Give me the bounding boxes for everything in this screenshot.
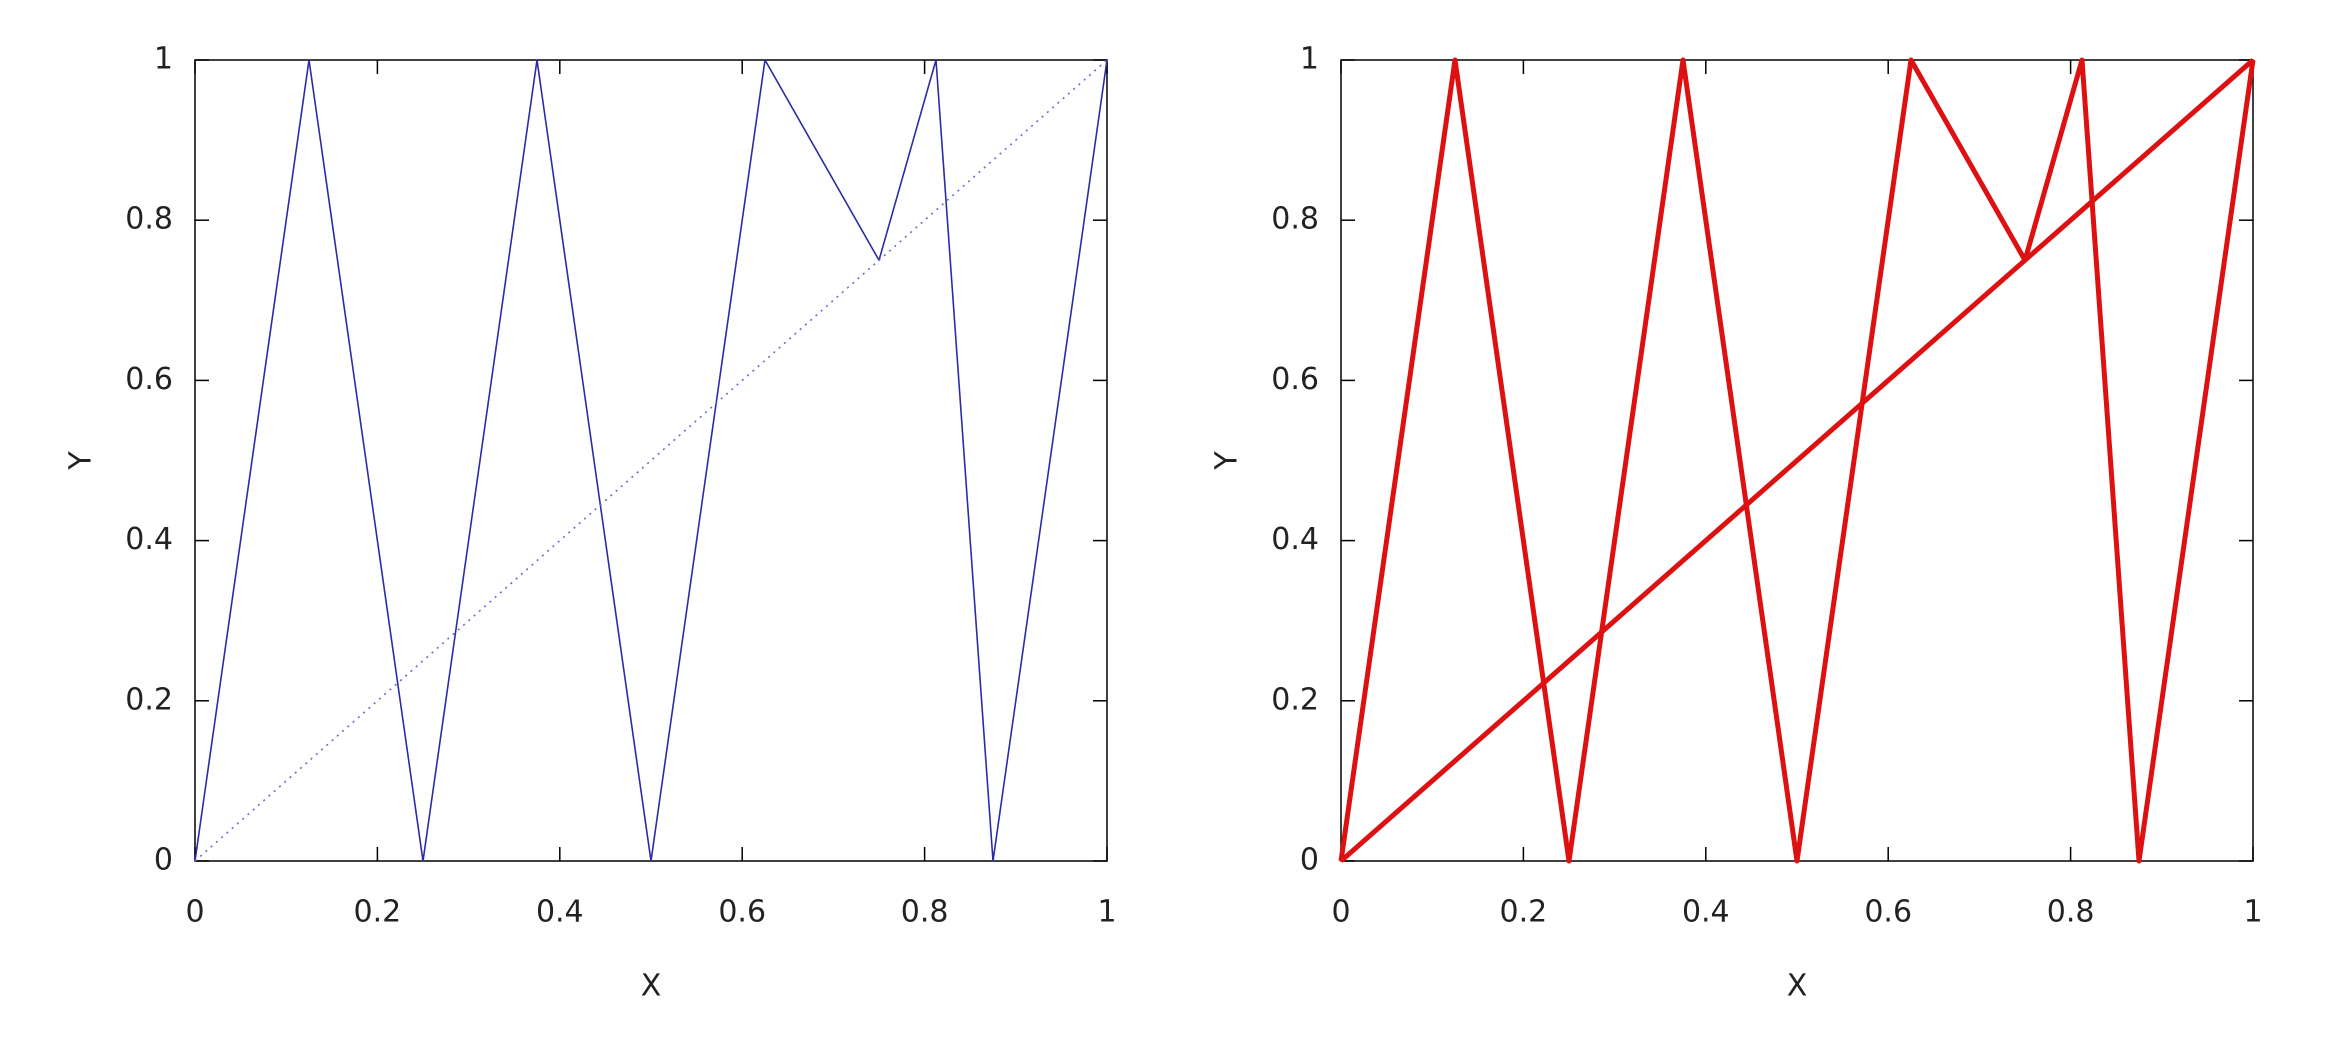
x-tick-label: 1 [2243, 895, 2262, 930]
data-line [194, 59, 1108, 862]
y-tick-label: 0.2 [1271, 682, 1319, 717]
x-tick-label: 0.2 [1500, 895, 1548, 930]
x-tick-label: 0.4 [1682, 895, 1730, 930]
x-tick-label: 0.4 [536, 895, 584, 930]
y-tick-label: 0.4 [1271, 522, 1319, 557]
x-tick-label: 0.8 [2047, 895, 2095, 930]
y-tick-label: 1 [1300, 42, 1319, 77]
y-tick-label: 0.6 [1271, 362, 1319, 397]
x-tick-label: 0.6 [1864, 895, 1912, 930]
y-tick-label: 0.2 [125, 682, 173, 717]
y-axis-label: Y [64, 451, 99, 471]
y-tick-label: 1 [154, 42, 173, 77]
y-tick-label: 0.4 [125, 522, 173, 557]
y-axis-label: Y [1210, 451, 1245, 471]
data-line [1338, 57, 2256, 864]
x-axis-label: X [641, 969, 662, 1004]
x-tick-label: 0.2 [354, 895, 402, 930]
y-tick-label: 0.6 [125, 362, 173, 397]
x-tick-label: 0.6 [718, 895, 766, 930]
x-tick-label: 0 [185, 895, 204, 930]
x-axis-label: X [1787, 969, 1808, 1004]
y-tick-label: 0 [154, 843, 173, 878]
y-tick-label: 0 [1300, 843, 1319, 878]
y-tick-label: 0.8 [1271, 202, 1319, 237]
x-tick-label: 1 [1097, 895, 1116, 930]
y-tick-label: 0.8 [125, 202, 173, 237]
data-line [1339, 58, 2255, 863]
data-line [194, 59, 1108, 862]
x-tick-label: 0 [1331, 895, 1350, 930]
x-tick-label: 0.8 [901, 895, 949, 930]
